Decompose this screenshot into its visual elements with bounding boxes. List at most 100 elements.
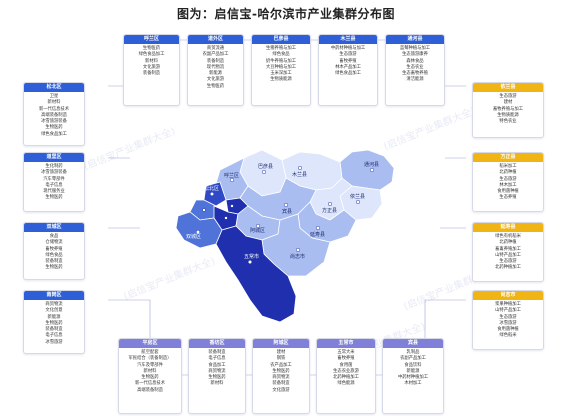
industry-item: 新一代信息技术 [38,106,70,112]
industry-item: 五常大米 [337,350,355,355]
industry-item: 装备制造 [208,350,226,355]
industry-item: 新材料 [210,381,224,387]
card-title: 平房区 [119,339,181,348]
card-title: 巴彦县 [252,35,310,44]
industry-item: 林木产品加工 [335,64,361,70]
industry-item: 生物医药 [272,368,290,374]
industry-item: 装备制造 [45,327,63,333]
industry-item: 畜牧养殖 [45,246,63,252]
card-acheng: 阿城区 建材 钢铁 农产品加工 生物医药 商贸物流 装备制造 文化旅游 [252,338,310,414]
map-region-labels: 呼兰区 巴彦县 木兰县 通河县 依兰县 方正县 延寿县 尚志市 宾县 阿城区 五… [186,161,379,260]
map-regions [175,149,395,323]
map-label-yilan: 依兰县 [350,193,365,200]
industry-item: 冰雪旅游装备 [41,119,67,125]
card-items: 浆果种植加工 山特产品加工 生态旅游 冰雪旅游 食用菌种植 绿色稻米 [473,300,543,342]
industry-item: 电子信息 [45,333,63,339]
industry-item: 北药种植 [499,170,517,176]
card-title: 道外区 [188,35,243,44]
industry-item: 生态养殖 [499,195,517,201]
card-title: 阿城区 [253,339,309,348]
map-markers [195,165,375,265]
industry-item: 生猪养殖与加工 [265,46,297,51]
industry-item: 新一代信息技术 [134,381,166,387]
industry-item: 汽车及零部件 [137,362,163,368]
industry-item: 农副产品加工 [202,52,229,58]
industry-item: 新材料 [143,368,157,374]
industry-item: 冰雪旅游 [499,320,517,326]
industry-item: 山特产品加工 [495,252,521,258]
industry-item: 畜牧养殖 [337,356,355,362]
industry-item: 商贸物流 [45,302,63,307]
card-items: 商贸流通 农副产品加工 装备制造 现代物流 新能源 文化旅游 生物医药 [188,44,243,92]
industry-item: 新材料 [145,58,158,64]
card-title: 尚志市 [473,291,543,300]
region-songbei [203,181,227,207]
map-label-hulan: 呼兰区 [224,172,239,179]
industry-item: 中药材种植加工 [397,375,429,381]
card-bin: 宾县 乳制品 农副产品加工 食品饮料 新能源 中药材种植加工 木材加工 [382,338,444,414]
industry-item: 生态旅游 [499,176,517,182]
industry-item: 大豆种植与加工 [265,64,297,70]
industry-item: 装备制造 [142,71,161,77]
industry-item: 生物质能源 [497,112,519,118]
industry-item: 新能源 [406,368,420,374]
industry-item: 食品饮料 [404,362,422,368]
card-items: 建材 钢铁 农产品加工 生物医药 商贸物流 装备制造 文化旅游 [253,348,309,396]
map-label-yanshou: 延寿县 [310,231,325,238]
industry-item: 浆果种植加工 [495,302,521,307]
card-items: 中药材种植与加工 生态旅游 畜牧养殖 林木产品加工 绿色食品加工 [319,44,377,79]
industry-item: 生物医药 [45,125,63,131]
industry-item: 生物医药 [142,46,161,51]
industry-item: 高端装备制造 [137,387,163,393]
industry-item: 木材加工 [404,381,422,387]
card-items: 蓝莓种植与加工 生态旅游康养 森林食品 生态农业 生态畜牧养殖 清洁能源 [386,44,444,86]
card-nangang: 南岗区 商贸物流 文化创意 新能源 生物医药 装备制造 电子信息 冰雪旅游 [23,290,85,354]
industry-item: 绿色有机稻米 [495,234,521,239]
map-label-shuangcheng: 双城区 [186,233,201,240]
card-items: 五常大米 畜牧养殖 食用菌 生态农业旅游 北药种植加工 绿色能源 [317,348,375,390]
card-songbei: 松北区 卫星 新材料 新一代信息技术 高端装备制造 冰雪旅游装备 生物医药 绿色食品加工 [23,82,85,146]
industry-item: 生物质能源 [270,77,292,83]
card-items: 生化制药 冰雪旅游装备 汽车零部件 电子信息 现代服务业 生物医药 [24,162,84,204]
card-items: 商贸物流 文化创意 新能源 生物医药 装备制造 电子信息 冰雪旅游 [24,300,84,348]
industry-item: 畜禽养殖加工 [495,246,521,252]
card-title: 方正县 [473,153,543,162]
industry-item: 商贸流通 [206,46,225,51]
industry-item: 稻米加工 [499,164,517,169]
industry-item: 现代物流 [206,64,225,70]
industry-item: 军民结合（装备制造） [128,356,172,362]
card-fangzheng: 方正县 稻米加工 北药种植 生态旅游 林木加工 食用菌种植 生态养殖 [472,152,544,212]
map-label-wuchang: 五常市 [244,253,259,260]
card-items: 装备制造 电子信息 食品加工 商贸物流 生物医药 新材料 [189,348,245,390]
industry-item: 文化旅游 [142,64,161,70]
map-label-songbei: 松北区 [204,185,219,192]
card-title: 香坊区 [189,339,245,348]
card-title: 双城区 [24,223,84,232]
industry-item: 绿色食品加工 [138,52,165,58]
industry-item: 新能源 [47,314,61,320]
industry-item: 畜牧养殖与加工 [492,106,524,112]
industry-item: 食用菌 [339,362,353,368]
industry-item: 食品加工 [208,362,226,368]
industry-item: 钢铁 [276,356,286,362]
industry-item: 生物医药 [141,375,159,381]
industry-item: 冰雪旅游 [45,339,63,345]
card-items: 卫星 新材料 新一代信息技术 高端装备制造 冰雪旅游装备 生物医药 绿色食品加工 [24,92,84,140]
industry-item: 装备制造 [206,58,225,64]
industry-item: 玉米深加工 [270,71,292,77]
industry-item: 绿色稻米 [499,333,517,339]
card-items: 生物医药 绿色食品加工 新材料 文化旅游 装备制造 [124,44,179,79]
card-items: 食品 仓储物流 畜牧养殖 绿色食品 装备制造 生物医药 [24,232,84,274]
industry-item: 北药种植 [499,240,517,246]
industry-item: 商贸物流 [272,375,290,381]
card-xiangfang: 香坊区 装备制造 电子信息 食品加工 商贸物流 生物医药 新材料 [188,338,246,414]
industry-item: 生态农业旅游 [333,368,359,374]
industry-item: 森林食品 [406,58,424,64]
industry-item: 乳制品 [406,350,420,355]
industry-item: 北药种植加工 [333,375,359,381]
industry-item: 生态旅游康养 [402,52,428,58]
industry-item: 电子信息 [208,356,226,362]
card-title: 依兰县 [473,83,543,92]
map-label-fangzheng: 方正县 [322,207,337,214]
industry-item: 生态旅游 [499,314,517,320]
